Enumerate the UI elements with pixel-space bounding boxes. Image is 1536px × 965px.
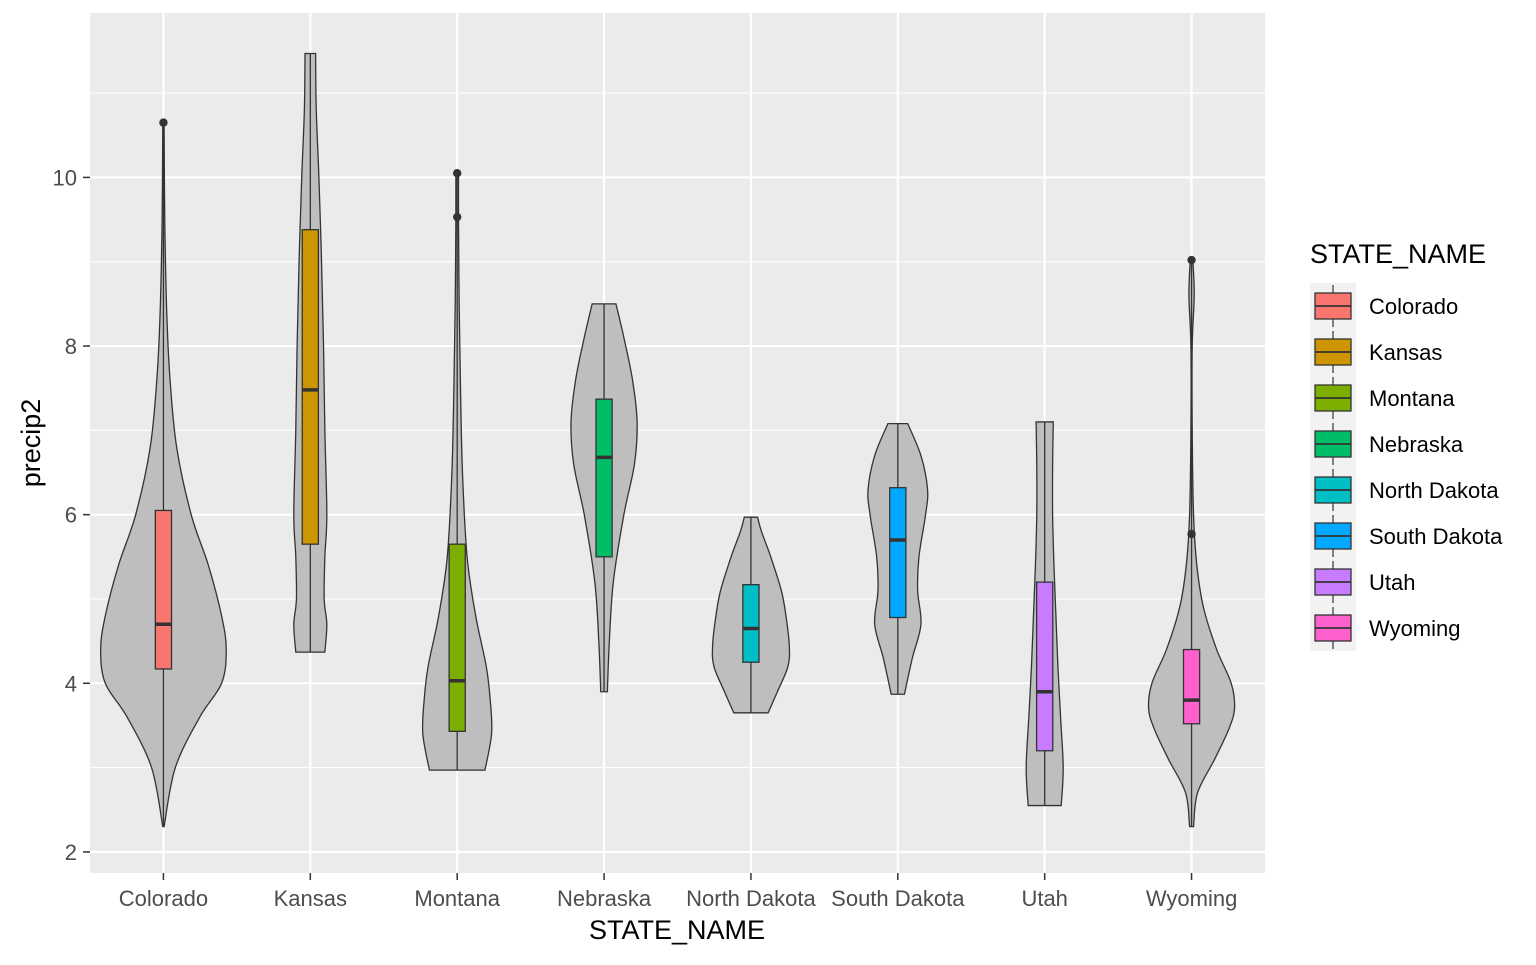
y-tick-label: 10 (53, 165, 77, 190)
legend-label: South Dakota (1369, 524, 1503, 549)
legend-label: Montana (1369, 386, 1455, 411)
outlier-point (1187, 529, 1196, 539)
plot-panel (90, 13, 1265, 873)
legend-item: North Dakota (1310, 467, 1499, 513)
box (742, 583, 760, 663)
y-tick-label: 2 (65, 840, 77, 865)
x-axis: Colorado Kansas Montana Nebraska North Dakot… (119, 873, 1238, 911)
y-axis: 2 4 6 8 10 (53, 165, 90, 865)
box (301, 229, 320, 545)
grid-minor (90, 92, 1265, 769)
y-tick-label: 4 (65, 671, 77, 696)
legend-label: North Dakota (1369, 478, 1499, 503)
y-axis-title: precip2 (16, 399, 46, 488)
x-tick-label: South Dakota (831, 886, 965, 911)
legend-item: Colorado (1310, 283, 1458, 329)
x-tick-label: North Dakota (686, 886, 816, 911)
violin-group-south-dakota (867, 422, 929, 695)
x-tick-label: Nebraska (557, 886, 652, 911)
box (154, 509, 173, 670)
legend-item: Kansas (1310, 329, 1442, 375)
box (595, 398, 613, 558)
violin-group-kansas (293, 52, 328, 653)
violin-group-utah (1025, 421, 1064, 807)
y-tick-label: 8 (65, 334, 77, 359)
legend-label: Utah (1369, 570, 1415, 595)
violin-group-montana (421, 168, 493, 771)
legend-label: Wyoming (1369, 616, 1461, 641)
legend-label: Nebraska (1369, 432, 1464, 457)
box (1182, 648, 1201, 725)
legend-title: STATE_NAME (1310, 239, 1486, 269)
x-tick-label: Utah (1021, 886, 1067, 911)
violin-group-wyoming (1147, 255, 1236, 828)
legend-item: South Dakota (1310, 513, 1503, 559)
legend-items: Colorado Kansas Montana Nebraska North Dakot… (1310, 283, 1503, 651)
violin-group-colorado (99, 118, 227, 828)
x-tick-label: Kansas (274, 886, 347, 911)
box (1035, 581, 1054, 752)
box (889, 487, 907, 619)
outlier-point (1187, 255, 1196, 265)
outlier-point (452, 212, 462, 222)
legend: STATE_NAME Colorado Kansas Montana Nebraska… (1310, 239, 1503, 651)
legend-item: Nebraska (1310, 421, 1464, 467)
outlier-point (452, 168, 462, 178)
legend-label: Kansas (1369, 340, 1442, 365)
x-tick-label: Colorado (119, 886, 208, 911)
box (448, 543, 466, 733)
x-tick-label: Montana (414, 886, 500, 911)
legend-item: Wyoming (1310, 605, 1461, 651)
y-tick-label: 6 (65, 503, 77, 528)
x-tick-label: Wyoming (1146, 886, 1238, 911)
violin-group-nebraska (570, 303, 638, 693)
legend-item: Montana (1310, 375, 1455, 421)
violins (99, 52, 1236, 828)
legend-label: Colorado (1369, 294, 1458, 319)
legend-item: Utah (1310, 559, 1415, 605)
violin-group-north-dakota (711, 516, 791, 714)
x-axis-title: STATE_NAME (589, 915, 765, 945)
outlier-point (159, 118, 168, 127)
